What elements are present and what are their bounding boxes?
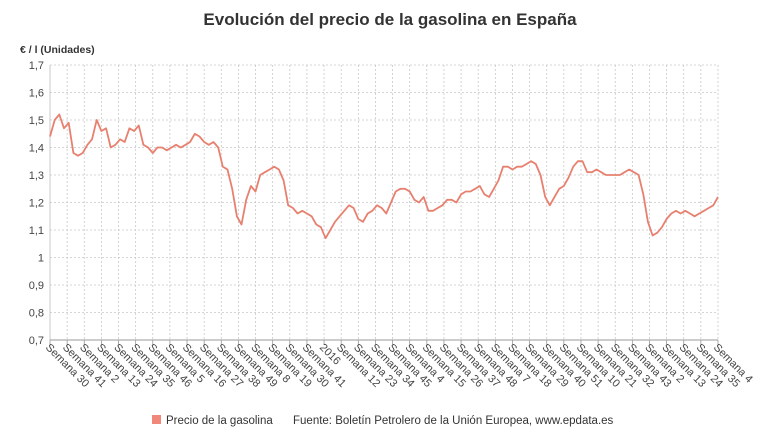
legend: Precio de la gasolina [152, 415, 273, 427]
y-tick-label: 1,1 [29, 225, 44, 237]
grid-lines [49, 64, 719, 344]
y-axis-label: € / l (Unidades) [20, 44, 95, 56]
y-tick-label: 1,7 [29, 60, 44, 72]
y-tick-label: 1,5 [29, 115, 44, 127]
y-tick-labels: 0,7 0,8 0,9 1 1,1 1,2 1,3 1,4 1,5 1,6 1,7 [29, 60, 44, 347]
chart-title: Evolución del precio de la gasolina en E… [203, 10, 577, 29]
y-tick-label: 1,2 [29, 198, 44, 210]
y-tick-label: 0,7 [29, 335, 44, 347]
y-tick-label: 0,8 [29, 308, 44, 320]
y-tick-label: 0,9 [29, 280, 44, 292]
y-tick-label: 1,4 [29, 143, 44, 155]
legend-swatch [152, 415, 161, 424]
legend-label: Precio de la gasolina [166, 415, 273, 427]
y-tick-label: 1,3 [29, 170, 44, 182]
series-group [49, 113, 719, 240]
series-line [49, 113, 719, 240]
y-tick-label: 1 [38, 253, 44, 265]
y-tick-label: 1,6 [29, 88, 44, 100]
source-note: Fuente: Boletín Petrolero de la Unión Eu… [293, 415, 614, 427]
